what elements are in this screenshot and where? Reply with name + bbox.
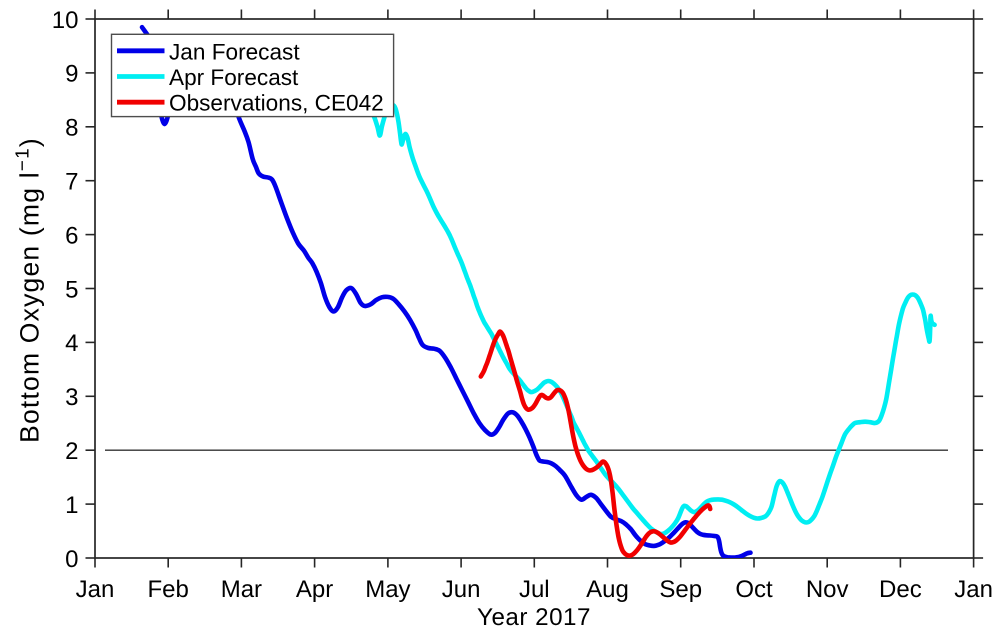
svg-text:8: 8: [65, 115, 78, 142]
svg-text:Nov: Nov: [806, 576, 849, 603]
svg-text:Apr: Apr: [296, 576, 333, 603]
svg-text:Dec: Dec: [879, 576, 922, 603]
svg-text:Jan: Jan: [76, 576, 115, 603]
svg-text:3: 3: [65, 384, 78, 411]
svg-text:Jan: Jan: [954, 576, 993, 603]
svg-text:5: 5: [65, 276, 78, 303]
svg-text:2: 2: [65, 438, 78, 465]
svg-text:6: 6: [65, 222, 78, 249]
svg-text:Sep: Sep: [659, 576, 702, 603]
svg-text:Jan Forecast: Jan Forecast: [169, 39, 300, 64]
svg-text:9: 9: [65, 61, 78, 88]
svg-text:Oct: Oct: [735, 576, 773, 603]
svg-text:Bottom Oxygen (mg l−1): Bottom Oxygen (mg l−1): [13, 137, 45, 443]
svg-text:0: 0: [65, 546, 78, 573]
svg-text:Jun: Jun: [442, 576, 481, 603]
svg-text:Observations, CE042: Observations, CE042: [169, 91, 384, 116]
svg-text:Apr Forecast: Apr Forecast: [169, 65, 299, 90]
svg-text:Aug: Aug: [586, 576, 629, 603]
svg-text:Feb: Feb: [148, 576, 189, 603]
svg-text:May: May: [365, 576, 410, 603]
svg-text:Jul: Jul: [519, 576, 550, 603]
svg-text:4: 4: [65, 330, 78, 357]
svg-text:1: 1: [65, 492, 78, 519]
svg-text:Mar: Mar: [221, 576, 262, 603]
svg-text:Year 2017: Year 2017: [477, 604, 591, 631]
svg-text:7: 7: [65, 169, 78, 196]
svg-text:10: 10: [52, 7, 79, 34]
